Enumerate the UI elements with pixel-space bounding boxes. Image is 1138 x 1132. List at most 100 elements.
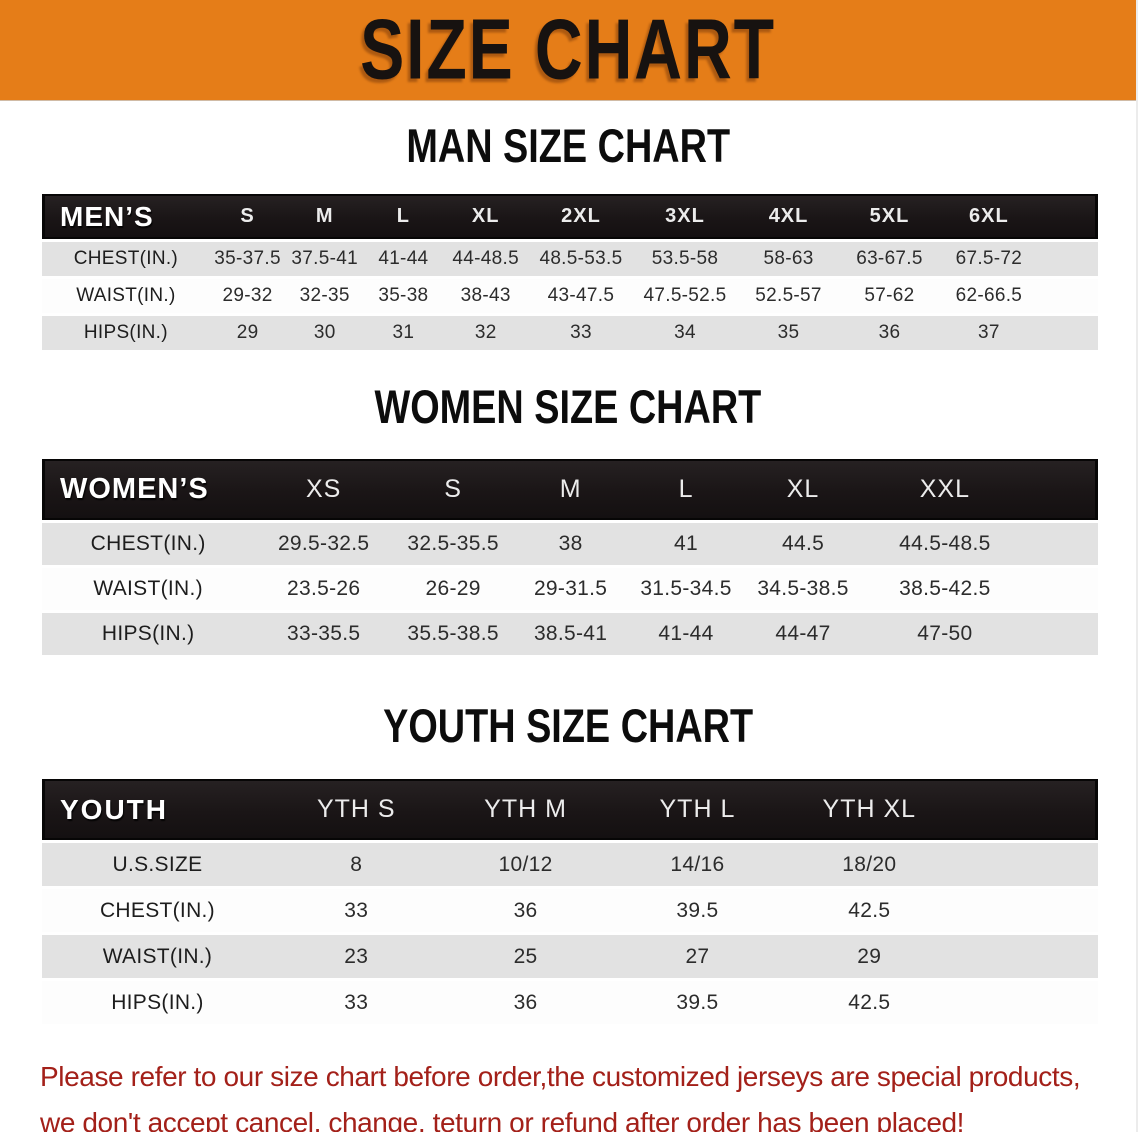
size-header-cell: 4XL — [736, 194, 841, 239]
value-cell: 25 — [439, 935, 612, 978]
value-cell: 27 — [611, 935, 784, 978]
value-cell: 35-37.5 — [209, 242, 286, 276]
men-section-title-text: MAN SIZE CHART — [406, 120, 730, 173]
value-cell: 47.5-52.5 — [633, 279, 737, 313]
row-label-cell: CHEST(IN.) — [42, 242, 210, 276]
table-row: CHEST(IN.) 29.5-32.5 32.5-35.5 38 41 44.5 44.5… — [42, 523, 1098, 565]
value-cell: 44.5 — [744, 523, 863, 565]
value-cell: 37.5-41 — [285, 242, 365, 276]
table-row: WAIST(IN.) 23 25 27 29 — [42, 935, 1098, 978]
women-section-title-text: WOMEN SIZE CHART — [374, 381, 762, 434]
value-cell: 44-48.5 — [442, 242, 529, 276]
table-header-row: MEN’S S M L XL 2XL 3XL 4XL 5XL 6XL — [42, 194, 1098, 239]
spacer-cell — [1039, 194, 1098, 239]
value-cell: 53.5-58 — [633, 242, 737, 276]
value-cell: 10/12 — [439, 843, 612, 886]
row-label-cell: CHEST(IN.) — [42, 889, 273, 932]
women-section-title: WOMEN SIZE CHART — [0, 381, 1136, 434]
value-cell: 63-67.5 — [840, 242, 939, 276]
size-header-cell: M — [513, 459, 629, 520]
value-cell: 38 — [513, 523, 629, 565]
size-header-cell: S — [393, 459, 514, 520]
size-header-cell: YTH XL — [783, 779, 956, 840]
size-header-cell: YTH S — [272, 779, 440, 840]
value-cell: 44.5-48.5 — [862, 523, 1028, 565]
value-cell: 42.5 — [783, 889, 956, 932]
row-label-cell: HIPS(IN.) — [42, 316, 210, 350]
men-size-table: MEN’S S M L XL 2XL 3XL 4XL 5XL 6XL CHEST(IN.) 35-37… — [42, 191, 1098, 353]
banner-title: SIZE CHART — [360, 2, 776, 98]
table-row: CHEST(IN.) 35-37.5 37.5-41 41-44 44-48.5 48.5… — [42, 242, 1098, 276]
value-cell: 48.5-53.5 — [528, 242, 634, 276]
value-cell: 41 — [628, 523, 745, 565]
youth-section-title-text: YOUTH SIZE CHART — [382, 700, 753, 753]
value-cell: 29-31.5 — [513, 568, 629, 610]
value-cell: 32-35 — [285, 279, 365, 313]
value-cell: 34.5-38.5 — [744, 568, 863, 610]
spacer-cell — [1039, 279, 1098, 313]
men-section-title: MAN SIZE CHART — [0, 120, 1136, 173]
size-header-cell: 2XL — [528, 194, 634, 239]
spacer-cell — [955, 935, 1098, 978]
value-cell: 29 — [209, 316, 286, 350]
value-cell: 38.5-42.5 — [862, 568, 1028, 610]
disclaimer-line-2: we don't accept cancel, change, teturn o… — [40, 1107, 965, 1132]
value-cell: 42.5 — [783, 981, 956, 1024]
size-header-cell: L — [628, 459, 745, 520]
spacer-cell — [1027, 523, 1098, 565]
value-cell: 57-62 — [840, 279, 939, 313]
value-cell: 31.5-34.5 — [628, 568, 745, 610]
value-cell: 38.5-41 — [513, 613, 629, 655]
value-cell: 33-35.5 — [254, 613, 394, 655]
value-cell: 41-44 — [364, 242, 443, 276]
value-cell: 30 — [285, 316, 365, 350]
size-header-cell: YTH M — [439, 779, 612, 840]
table-row: CHEST(IN.) 33 36 39.5 42.5 — [42, 889, 1098, 932]
table-group-label: WOMEN’S — [42, 459, 255, 520]
value-cell: 23 — [272, 935, 440, 978]
size-header-cell: XS — [254, 459, 394, 520]
table-row: U.S.SIZE 8 10/12 14/16 18/20 — [42, 843, 1098, 886]
table-group-label: MEN’S — [42, 194, 210, 239]
value-cell: 35-38 — [364, 279, 443, 313]
value-cell: 36 — [439, 889, 612, 932]
value-cell: 26-29 — [393, 568, 514, 610]
spacer-cell — [955, 981, 1098, 1024]
value-cell: 39.5 — [611, 981, 784, 1024]
value-cell: 32 — [442, 316, 529, 350]
value-cell: 67.5-72 — [938, 242, 1040, 276]
disclaimer-line-1: Please refer to our size chart before or… — [40, 1061, 1081, 1092]
value-cell: 29.5-32.5 — [254, 523, 394, 565]
value-cell: 37 — [938, 316, 1040, 350]
row-label-cell: U.S.SIZE — [42, 843, 273, 886]
youth-size-table: YOUTH YTH S YTH M YTH L YTH XL U.S.SIZE 8 10/12… — [42, 776, 1098, 1027]
spacer-cell — [955, 843, 1098, 886]
size-chart-banner: SIZE CHART — [0, 0, 1136, 100]
value-cell: 14/16 — [611, 843, 784, 886]
row-label-cell: WAIST(IN.) — [42, 279, 210, 313]
size-header-cell: 6XL — [938, 194, 1040, 239]
value-cell: 41-44 — [628, 613, 745, 655]
value-cell: 36 — [439, 981, 612, 1024]
value-cell: 33 — [272, 981, 440, 1024]
row-label-cell: WAIST(IN.) — [42, 568, 255, 610]
value-cell: 33 — [528, 316, 634, 350]
value-cell: 31 — [364, 316, 443, 350]
youth-section-title: YOUTH SIZE CHART — [0, 700, 1136, 753]
value-cell: 43-47.5 — [528, 279, 634, 313]
value-cell: 29-32 — [209, 279, 286, 313]
value-cell: 29 — [783, 935, 956, 978]
table-row: WAIST(IN.) 29-32 32-35 35-38 38-43 43-47.5 47.… — [42, 279, 1098, 313]
value-cell: 62-66.5 — [938, 279, 1040, 313]
size-header-cell: YTH L — [611, 779, 784, 840]
table-header-row: WOMEN’S XS S M L XL XXL — [42, 459, 1098, 520]
row-label-cell: HIPS(IN.) — [42, 981, 273, 1024]
value-cell: 8 — [272, 843, 440, 886]
table-row: HIPS(IN.) 33-35.5 35.5-38.5 38.5-41 41-44 44-… — [42, 613, 1098, 655]
size-header-cell: 3XL — [633, 194, 737, 239]
size-header-cell: S — [209, 194, 286, 239]
spacer-cell — [955, 889, 1098, 932]
value-cell: 35.5-38.5 — [393, 613, 514, 655]
value-cell: 36 — [840, 316, 939, 350]
